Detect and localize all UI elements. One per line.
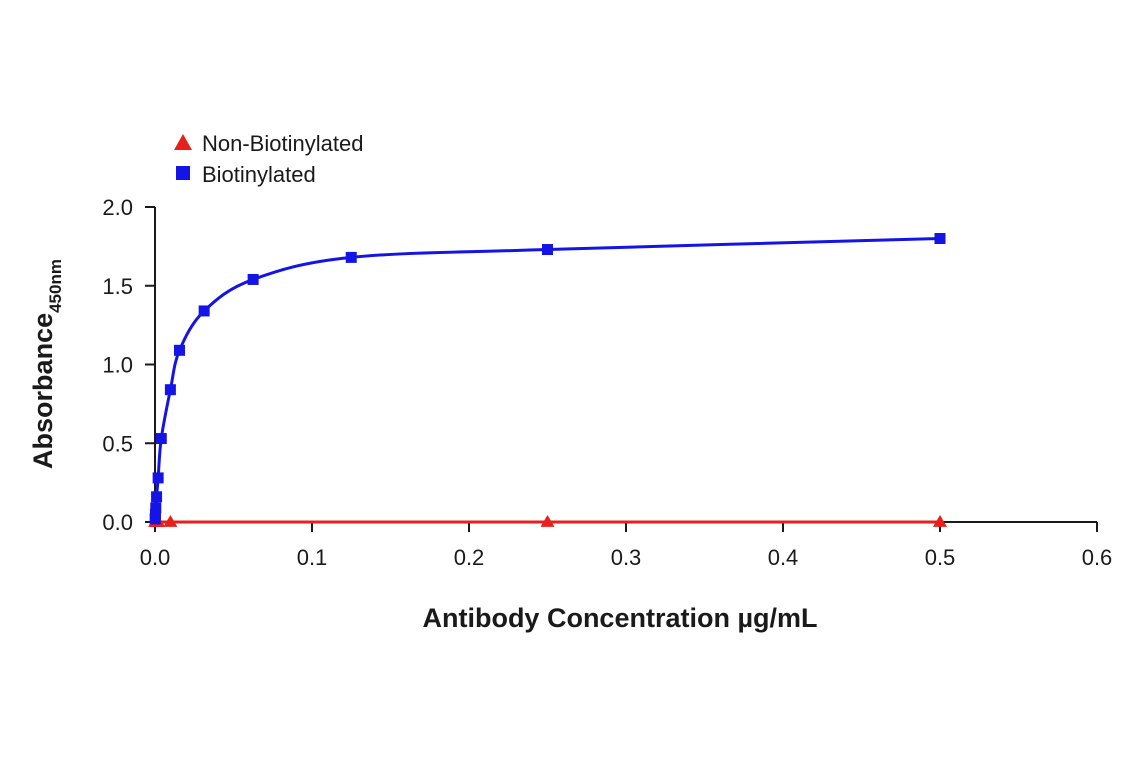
legend: Non-Biotinylated Biotinylated <box>174 131 363 187</box>
data-point-biotinylated <box>149 508 161 520</box>
y-ticks: 0.0 0.5 1.0 1.5 2.0 <box>102 195 155 535</box>
legend-label-biotinylated: Biotinylated <box>202 162 316 187</box>
data-point-biotinylated <box>198 305 210 317</box>
y-axis-title-main: Absorbance <box>28 313 58 469</box>
y-tick-label: 0.0 <box>102 510 133 535</box>
y-tick-label: 2.0 <box>102 195 133 220</box>
x-tick-label: 0.4 <box>768 545 799 570</box>
x-tick-label: 0.3 <box>611 545 642 570</box>
data-point-biotinylated <box>173 344 185 356</box>
data-point-biotinylated <box>150 502 162 514</box>
data-point-biotinylated <box>152 472 164 484</box>
data-point-biotinylated <box>151 491 163 503</box>
x-axis-title: Antibody Concentration µg/mL <box>422 603 817 633</box>
plot-area <box>148 233 947 527</box>
y-axis-title-subscript: 450nm <box>46 259 65 313</box>
x-ticks: 0.0 0.1 0.2 0.3 0.4 0.5 0.6 <box>140 522 1113 570</box>
data-point-biotinylated <box>345 251 357 263</box>
x-tick-label: 0.6 <box>1082 545 1113 570</box>
y-axis-title: Absorbance450nm <box>28 259 65 469</box>
axes: 0.0 0.1 0.2 0.3 0.4 0.5 0.6 0.0 0.5 1.0 1.5 2.0 <box>102 195 1112 570</box>
data-point-biotinylated <box>155 433 167 445</box>
x-tick-label: 0.5 <box>925 545 956 570</box>
legend-item-non-biotinylated: Non-Biotinylated <box>174 131 363 156</box>
y-tick-label: 1.0 <box>102 353 133 378</box>
series-line-biotinylated <box>153 237 941 519</box>
y-tick-label: 1.5 <box>102 274 133 299</box>
legend-label-non-biotinylated: Non-Biotinylated <box>202 131 363 156</box>
data-point-biotinylated <box>164 384 176 396</box>
legend-marker-square <box>176 166 190 180</box>
data-point-non-biotinylated <box>933 515 947 527</box>
data-point-biotinylated <box>934 233 946 244</box>
x-tick-label: 0.1 <box>297 545 328 570</box>
y-tick-label: 0.5 <box>102 431 133 456</box>
x-tick-label: 0.2 <box>454 545 485 570</box>
data-point-biotinylated <box>542 244 553 256</box>
legend-marker-triangle <box>174 134 192 150</box>
data-point-non-biotinylated <box>540 515 555 527</box>
data-point-non-biotinylated <box>163 515 178 527</box>
data-point-biotinylated <box>247 273 259 285</box>
legend-item-biotinylated: Biotinylated <box>176 162 316 187</box>
x-tick-label: 0.0 <box>140 545 171 570</box>
